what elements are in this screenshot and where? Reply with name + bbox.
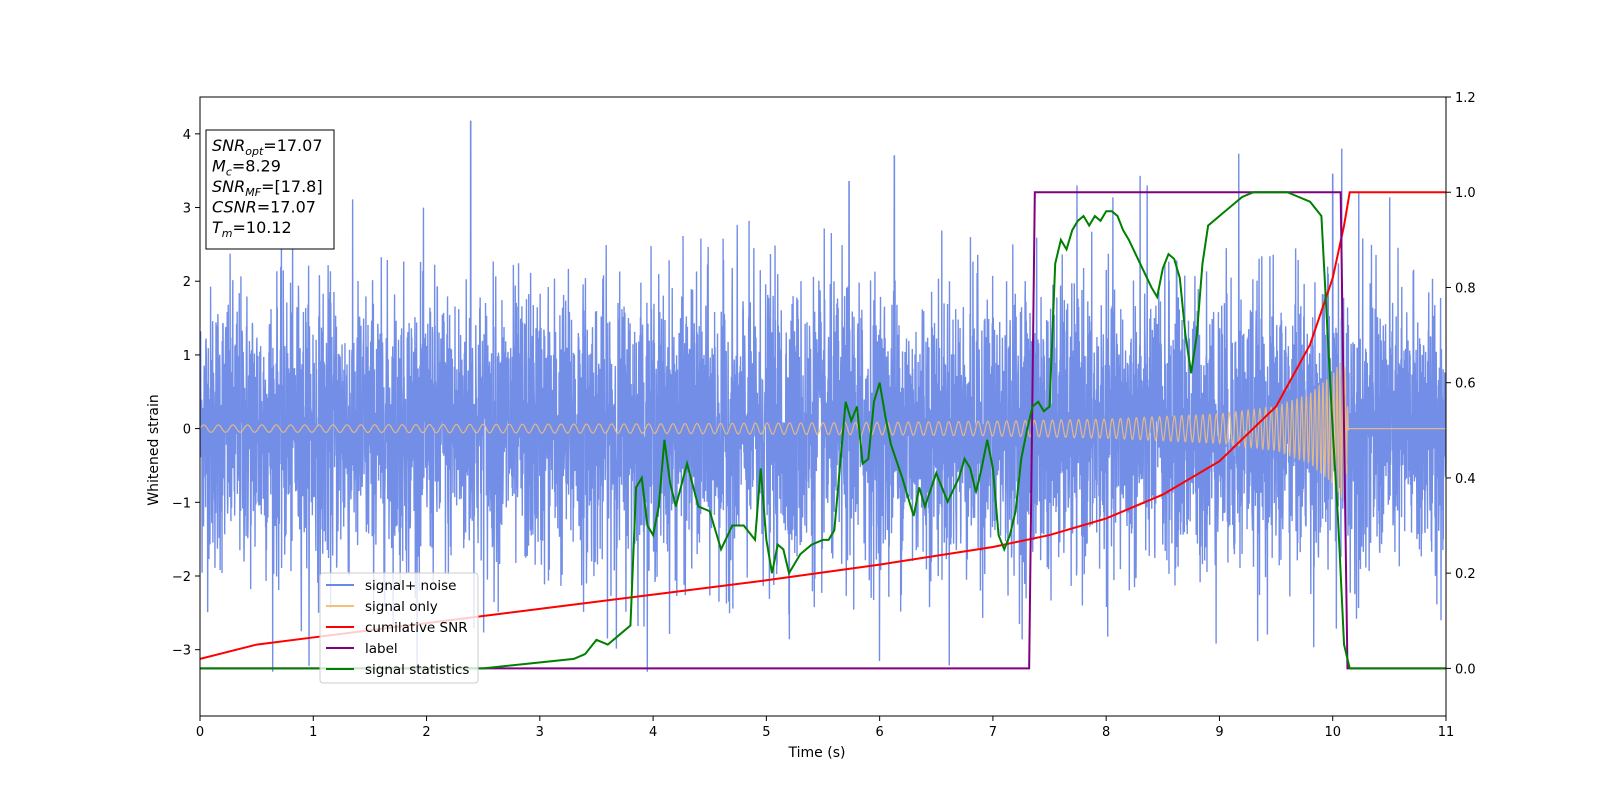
y-tick-label-left: 2 bbox=[183, 275, 191, 290]
y-tick-label-right: 1.2 bbox=[1455, 91, 1476, 106]
legend-item-signal-noise-text: signal+ noise bbox=[365, 578, 456, 594]
legend-item-label-text: label bbox=[365, 641, 398, 657]
info-line: SNRMF=[17.8] bbox=[212, 177, 323, 199]
y-tick-label-left: −2 bbox=[172, 570, 191, 585]
x-tick-label: 2 bbox=[422, 725, 430, 740]
legend-frame bbox=[319, 572, 479, 684]
y-tick-label-right: 0.6 bbox=[1455, 377, 1476, 392]
legend: signal+ noise signal only cumilative SNR la… bbox=[319, 572, 479, 684]
x-tick-label: 1 bbox=[309, 725, 317, 740]
info-line: SNRopt=17.07 bbox=[212, 136, 323, 158]
axes: 0 1 2 3 4 5 6 7 8 9 10 11 −3 −2 −1 0 1 2 3 4 0.0 0.2 0.4 0.6 0.8… bbox=[172, 91, 1476, 740]
legend-item-cumulative-snr-text: cumilative SNR bbox=[365, 620, 468, 636]
x-tick-label: 3 bbox=[536, 725, 544, 740]
plot-frame bbox=[199, 96, 1447, 717]
signal-noise-line bbox=[200, 120, 1446, 672]
y-tick-label-right: 0.2 bbox=[1455, 567, 1476, 582]
y-tick-label-left: −1 bbox=[172, 496, 191, 511]
y-tick-label-left: 4 bbox=[183, 128, 191, 143]
y-axis-label: Whitened strain bbox=[146, 394, 162, 505]
info-line: Mc=8.29 bbox=[212, 157, 281, 179]
signal-statistics-line bbox=[200, 191, 1446, 670]
y-tick-label-left: −3 bbox=[172, 644, 191, 659]
y-tick-label-right: 0.8 bbox=[1455, 281, 1476, 296]
x-tick-label: 10 bbox=[1324, 725, 1341, 740]
x-tick-label: 4 bbox=[649, 725, 657, 740]
x-tick-label: 9 bbox=[1215, 725, 1223, 740]
y-tick-label-left: 0 bbox=[183, 423, 191, 438]
info-box-frame bbox=[205, 129, 335, 250]
y-tick-label-left: 3 bbox=[183, 202, 191, 217]
y-tick-label-right: 0.4 bbox=[1455, 472, 1476, 487]
info-line: Tm=10.12 bbox=[212, 218, 292, 240]
x-tick-label: 6 bbox=[875, 725, 883, 740]
info-line: CSNR=17.07 bbox=[212, 198, 316, 217]
y-tick-label-right: 1.0 bbox=[1455, 186, 1476, 201]
y-tick-label-right: 0.0 bbox=[1455, 662, 1476, 677]
info-box: SNRopt=17.07Mc=8.29SNRMF=[17.8]CSNR=17.0… bbox=[205, 129, 335, 250]
x-tick-label: 5 bbox=[762, 725, 770, 740]
y-tick-label-left: 1 bbox=[183, 349, 191, 364]
x-tick-label: 0 bbox=[196, 725, 204, 740]
legend-item-signal-statistics-text: signal statistics bbox=[365, 662, 469, 678]
x-tick-label: 7 bbox=[989, 725, 997, 740]
x-axis-label: Time (s) bbox=[788, 745, 846, 761]
x-tick-label: 8 bbox=[1102, 725, 1110, 740]
x-tick-label: 11 bbox=[1438, 725, 1455, 740]
legend-item-signal-only-text: signal only bbox=[365, 599, 438, 615]
